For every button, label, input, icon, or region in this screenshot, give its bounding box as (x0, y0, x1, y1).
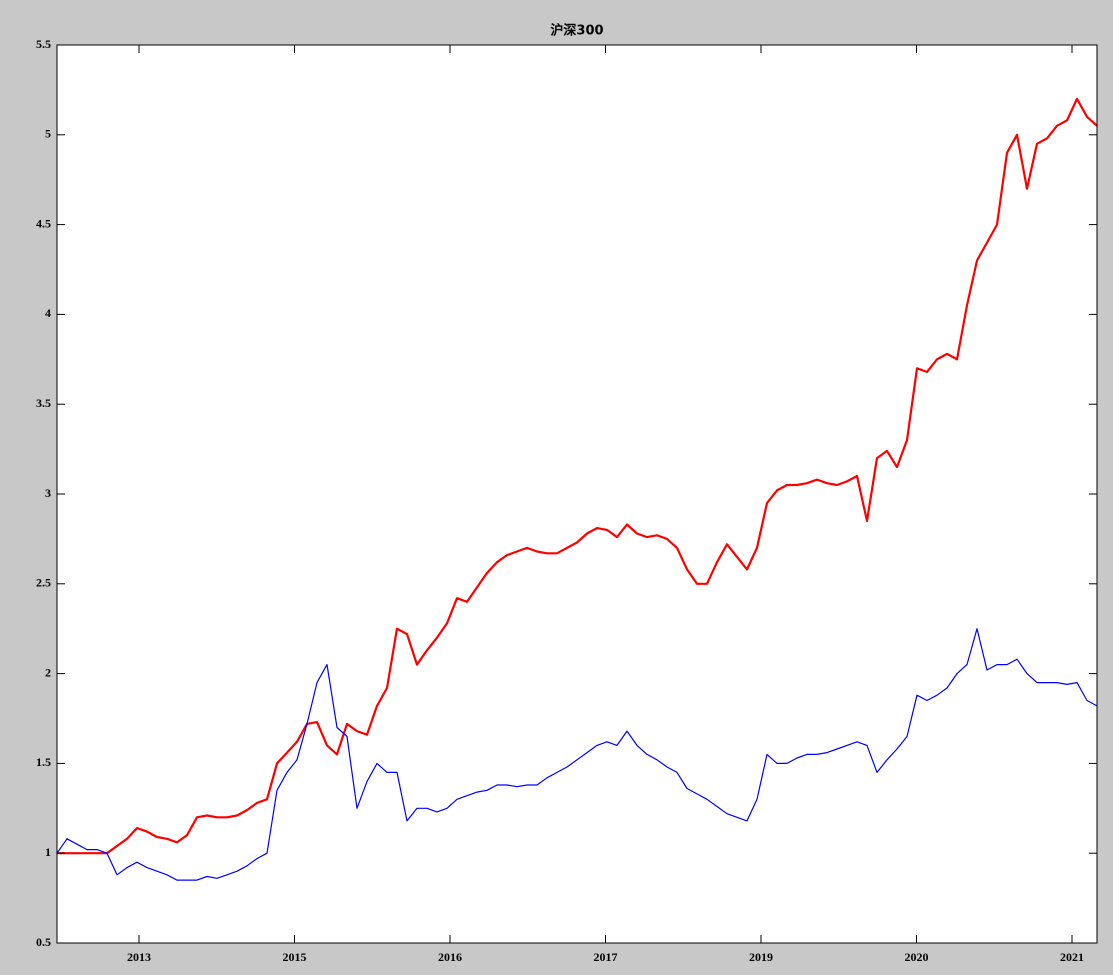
plot-area (57, 45, 1097, 943)
chart-title: 沪深300 (550, 23, 603, 39)
x-tick-label: 2019 (749, 950, 773, 964)
x-tick-label: 2016 (438, 950, 462, 964)
data-line (57, 97, 1098, 855)
data-line (56, 628, 1098, 881)
x-tick-label: 2020 (905, 950, 929, 964)
x-tick-label: 2021 (1060, 950, 1084, 964)
x-tick-label: 2017 (594, 950, 618, 964)
y-tick-label: 4 (45, 306, 51, 320)
y-tick-label: 4.5 (36, 216, 51, 230)
y-tick-label: 3 (45, 486, 51, 500)
y-tick-label: 2 (45, 665, 51, 679)
y-tick-label: 5.5 (36, 37, 51, 51)
y-tick-label: 1 (45, 845, 51, 859)
x-tick-label: 2015 (283, 950, 307, 964)
y-tick-label: 3.5 (36, 396, 51, 410)
y-tick-label: 2.5 (36, 576, 51, 590)
x-tick-label: 2013 (127, 950, 151, 964)
y-tick-label: 1.5 (36, 755, 51, 769)
y-tick-label: 0.5 (36, 935, 51, 949)
y-tick-label: 5 (45, 127, 51, 141)
